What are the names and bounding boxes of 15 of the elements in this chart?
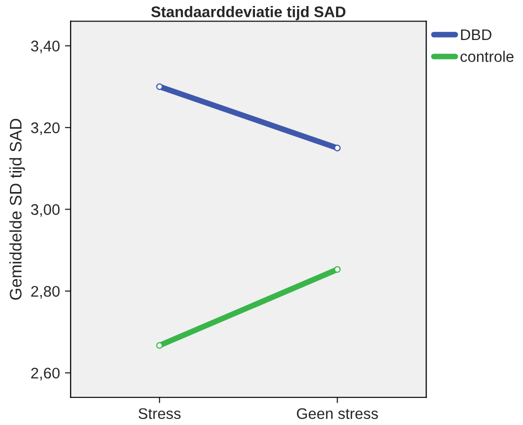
y-axis-title: Gemiddelde SD tijd SAD [9, 118, 25, 300]
legend-label: controle [460, 50, 514, 62]
legend-label: DBD [461, 29, 492, 40]
point [156, 83, 163, 90]
y-tick-label: 2,60 [31, 368, 60, 380]
point [334, 144, 341, 152]
y-tick-label: 3,20 [31, 122, 60, 136]
x-tick-label: Geen stress [296, 408, 378, 420]
y-tick-label: 3,40 [31, 40, 60, 54]
y-tick-label: 2,80 [31, 286, 60, 299]
point [334, 266, 341, 273]
point [156, 342, 163, 349]
y-tick-label: 3,00 [31, 204, 60, 217]
x-tick-label: Stress [138, 408, 181, 420]
chart-title: Standaarddeviatie tijd SAD [151, 6, 346, 20]
